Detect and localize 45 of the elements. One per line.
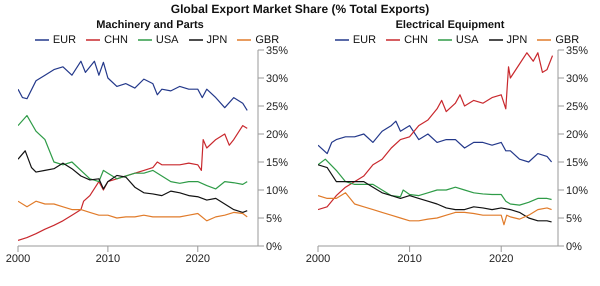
y-tick-label: 15% — [266, 156, 288, 169]
chart-subtitle: Electrical Equipment — [394, 18, 506, 32]
y-tick-label: 35% — [566, 44, 588, 57]
x-tick-label: 2020 — [488, 252, 514, 265]
legend-label: GBR — [255, 34, 280, 46]
legend-label: CHN — [104, 34, 128, 46]
line-series — [18, 60, 248, 112]
y-tick-label: 5% — [266, 212, 282, 225]
x-tick-label: 2000 — [306, 252, 330, 265]
y-tick-label: 30% — [566, 72, 588, 85]
y-tick-label: 0% — [266, 240, 282, 253]
y-tick-label: 5% — [566, 212, 582, 225]
legend-label: JPN — [206, 34, 228, 46]
x-tick-label: 2010 — [96, 252, 120, 265]
line-series — [318, 192, 552, 226]
y-tick-label: 30% — [266, 72, 288, 85]
line-series — [18, 200, 248, 222]
legend-label: JPN — [506, 34, 528, 46]
line-series — [18, 125, 248, 241]
legend-label: CHN — [404, 34, 428, 46]
y-tick-label: 25% — [266, 100, 288, 113]
legend-label: USA — [456, 34, 479, 46]
line-series — [318, 164, 552, 223]
y-tick-label: 25% — [566, 100, 588, 113]
x-tick-label: 2000 — [6, 252, 30, 265]
legend-label: EUR — [52, 34, 76, 46]
line-series — [318, 158, 552, 206]
y-tick-label: 10% — [566, 184, 588, 197]
x-tick-label: 2020 — [186, 252, 210, 265]
line-series — [18, 150, 248, 213]
legend-label: USA — [156, 34, 179, 46]
y-tick-label: 15% — [566, 156, 588, 169]
legend-label: GBR — [555, 34, 580, 46]
text: Global Export Market Share (% Total Exports) — [170, 1, 430, 18]
y-tick-label: 35% — [266, 44, 288, 57]
legend-label: EUR — [352, 34, 376, 46]
chart-subtitle: Machinery and Parts — [95, 18, 205, 32]
x-tick-label: 2010 — [397, 252, 422, 265]
line-series — [318, 52, 554, 210]
y-tick-label: 10% — [266, 184, 288, 197]
y-tick-label: 20% — [566, 128, 588, 141]
y-tick-label: 0% — [566, 240, 582, 253]
y-tick-label: 20% — [266, 128, 288, 141]
line-series — [18, 114, 248, 190]
line-series — [318, 120, 552, 163]
